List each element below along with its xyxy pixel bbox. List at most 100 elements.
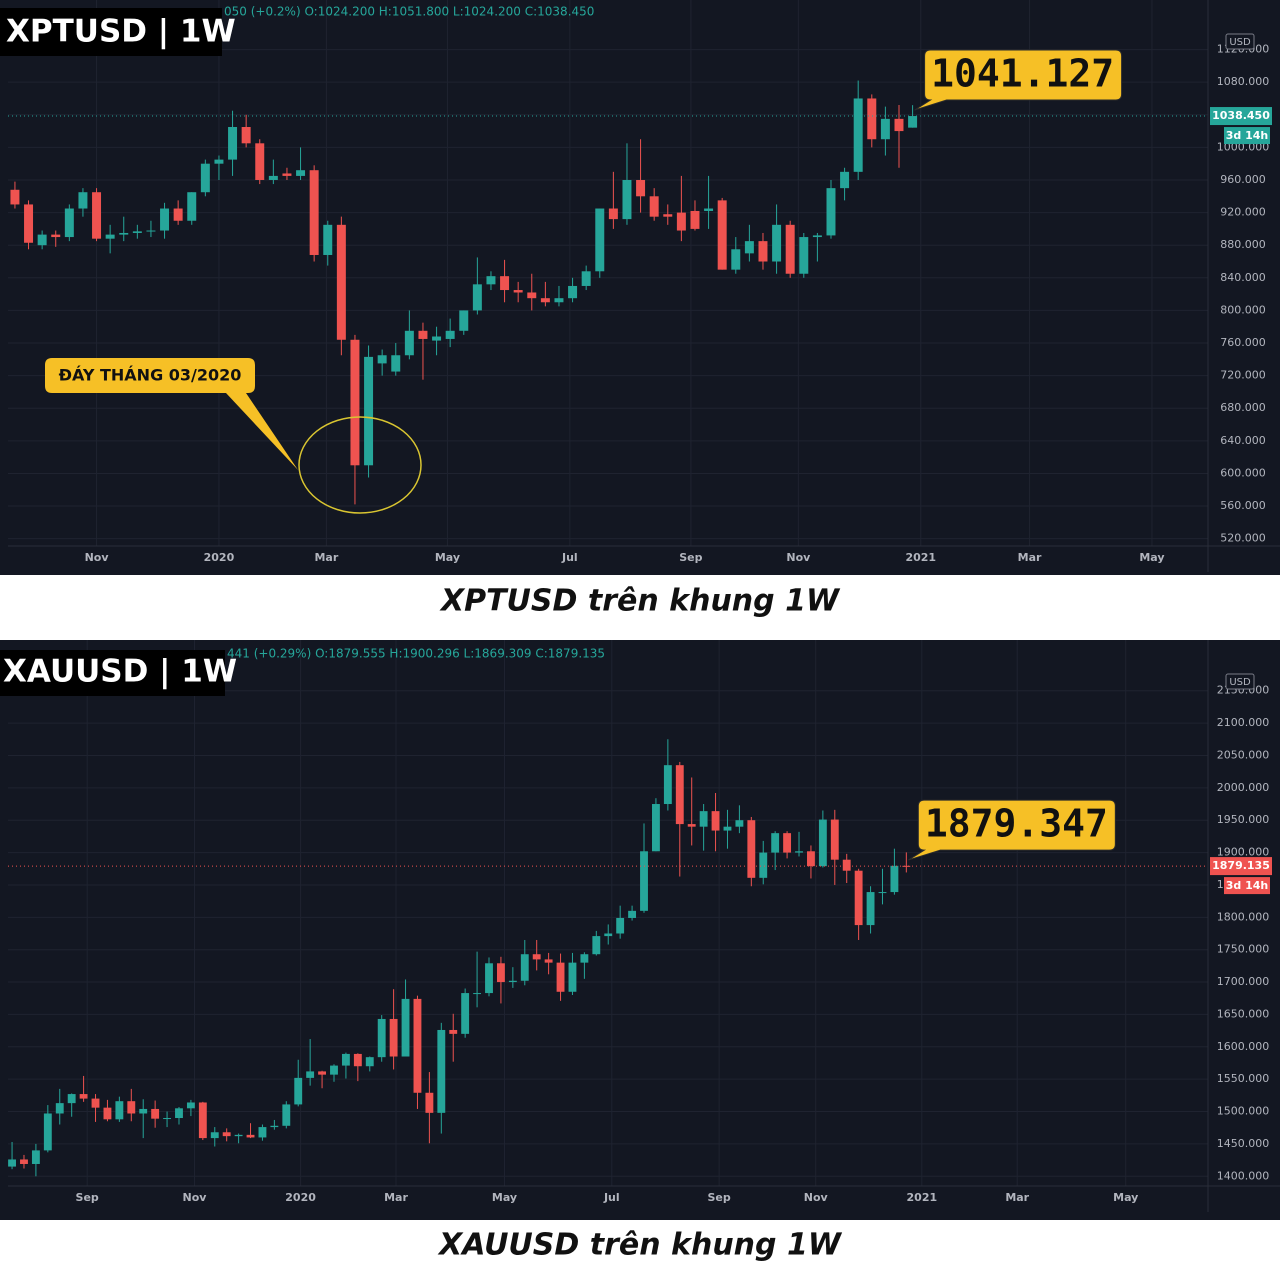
candle-body bbox=[391, 355, 401, 372]
candle-body bbox=[544, 959, 553, 963]
y-unit: USD bbox=[1229, 677, 1251, 688]
x-tick-label: 2021 bbox=[905, 551, 936, 564]
candle-body bbox=[675, 765, 684, 825]
candle-body bbox=[401, 998, 410, 1057]
y-tick-label: 1800.000 bbox=[1217, 910, 1270, 923]
y-tick-label: 960.000 bbox=[1220, 173, 1266, 186]
candle-body bbox=[234, 1134, 243, 1137]
y-tick-label: 800.000 bbox=[1220, 303, 1266, 316]
candle-body bbox=[105, 234, 115, 239]
annotation-box bbox=[45, 358, 298, 470]
candle-body bbox=[461, 993, 470, 1034]
y-tick-label: 920.000 bbox=[1220, 206, 1266, 219]
candle-body bbox=[270, 1125, 279, 1128]
price-tag bbox=[1210, 107, 1272, 126]
candle-body bbox=[186, 1102, 195, 1109]
y-tick-label: 880.000 bbox=[1220, 238, 1266, 251]
y-tick-label: 1600.000 bbox=[1217, 1040, 1270, 1053]
candle-body bbox=[8, 1159, 16, 1167]
candle-body bbox=[830, 819, 839, 860]
plots: 520.000 560.000 600.000 640.000 680.000 720.0… bbox=[8, 0, 1280, 1212]
y-tick-label: 1900.000 bbox=[1217, 846, 1270, 859]
candle-body bbox=[350, 339, 360, 466]
candle-body bbox=[55, 1103, 64, 1114]
chart-title: XPTUSD | 1W bbox=[6, 14, 236, 50]
callout-box bbox=[914, 49, 1123, 111]
candle-body bbox=[818, 819, 827, 867]
candle-body bbox=[581, 271, 591, 286]
candle-body bbox=[173, 208, 183, 221]
candle-body bbox=[649, 196, 659, 217]
candle-body bbox=[296, 170, 306, 176]
candle-body bbox=[127, 1101, 136, 1114]
candle-body bbox=[486, 276, 496, 285]
x-tick-label: Nov bbox=[183, 1191, 208, 1204]
candle-body bbox=[175, 1108, 183, 1119]
candle-body bbox=[425, 1092, 434, 1113]
unit-badge bbox=[1225, 673, 1255, 690]
candle-body bbox=[842, 859, 851, 871]
candle-body bbox=[690, 210, 700, 229]
y-tick-label: 1700.000 bbox=[1217, 975, 1270, 988]
candle-body bbox=[758, 241, 768, 262]
candle-body bbox=[103, 1107, 112, 1120]
candle-body bbox=[622, 179, 632, 220]
candle-body bbox=[91, 1098, 100, 1108]
unit-badge bbox=[1225, 33, 1255, 50]
candle-body bbox=[853, 98, 863, 172]
x-tick-label: Mar bbox=[384, 1191, 408, 1204]
candle-body bbox=[840, 171, 850, 189]
candle-body bbox=[459, 310, 469, 331]
candle-body bbox=[51, 234, 61, 238]
candle-body bbox=[377, 355, 387, 364]
callout-label: 1041.127 bbox=[931, 52, 1114, 96]
candle-body bbox=[64, 208, 74, 238]
candle-body bbox=[592, 936, 601, 955]
x-tick-label: Nov bbox=[786, 551, 811, 564]
candle-body bbox=[687, 824, 696, 827]
y-tick-label: 1550.000 bbox=[1217, 1072, 1270, 1085]
overlays: XPTUSD | 1W 050 (+0.2%) O:1024.200 H:105… bbox=[0, 5, 1272, 1263]
x-tick-label: Mar bbox=[1018, 551, 1042, 564]
candle-body bbox=[867, 98, 877, 140]
candle-body bbox=[908, 116, 918, 128]
title-box bbox=[0, 8, 222, 56]
y-tick-label: 2000.000 bbox=[1217, 781, 1270, 794]
y-tick-label: 1400.000 bbox=[1217, 1169, 1270, 1182]
x-tick-label: Mar bbox=[314, 551, 338, 564]
candle-body bbox=[146, 230, 156, 232]
x-tick-label: 2021 bbox=[907, 1191, 938, 1204]
candle-body bbox=[309, 170, 319, 255]
candle-body bbox=[704, 208, 714, 211]
chart-title: XAUUSD | 1W bbox=[3, 654, 237, 690]
candle-body bbox=[200, 163, 210, 193]
y-tick-label: 1750.000 bbox=[1217, 943, 1270, 956]
candle-body bbox=[866, 892, 875, 926]
candle-body bbox=[318, 1071, 327, 1075]
candle-body bbox=[353, 1053, 362, 1067]
candle-body bbox=[513, 290, 523, 293]
candle-body bbox=[432, 336, 442, 341]
candle-body bbox=[413, 998, 422, 1093]
candle-body bbox=[527, 292, 537, 299]
candle-body bbox=[472, 284, 482, 311]
candle-body bbox=[330, 1065, 338, 1075]
candle-body bbox=[556, 962, 565, 992]
y-tick-label: 680.000 bbox=[1220, 401, 1266, 414]
candle-body bbox=[785, 224, 795, 274]
candle-body bbox=[473, 993, 482, 995]
candle-body bbox=[67, 1094, 76, 1104]
candle-body bbox=[115, 1101, 124, 1120]
y-tick-label: 640.000 bbox=[1220, 434, 1266, 447]
y-tick-label: 600.000 bbox=[1220, 466, 1266, 479]
candle-body bbox=[377, 1018, 386, 1058]
price-tag bbox=[1210, 857, 1272, 876]
candle-body bbox=[365, 1057, 374, 1067]
candle-body bbox=[282, 173, 292, 176]
x-tick-label: Jul bbox=[561, 551, 578, 564]
candle-body bbox=[163, 1118, 171, 1120]
candle-body bbox=[389, 1018, 398, 1057]
candle-body bbox=[323, 224, 333, 255]
candle-body bbox=[735, 820, 744, 827]
